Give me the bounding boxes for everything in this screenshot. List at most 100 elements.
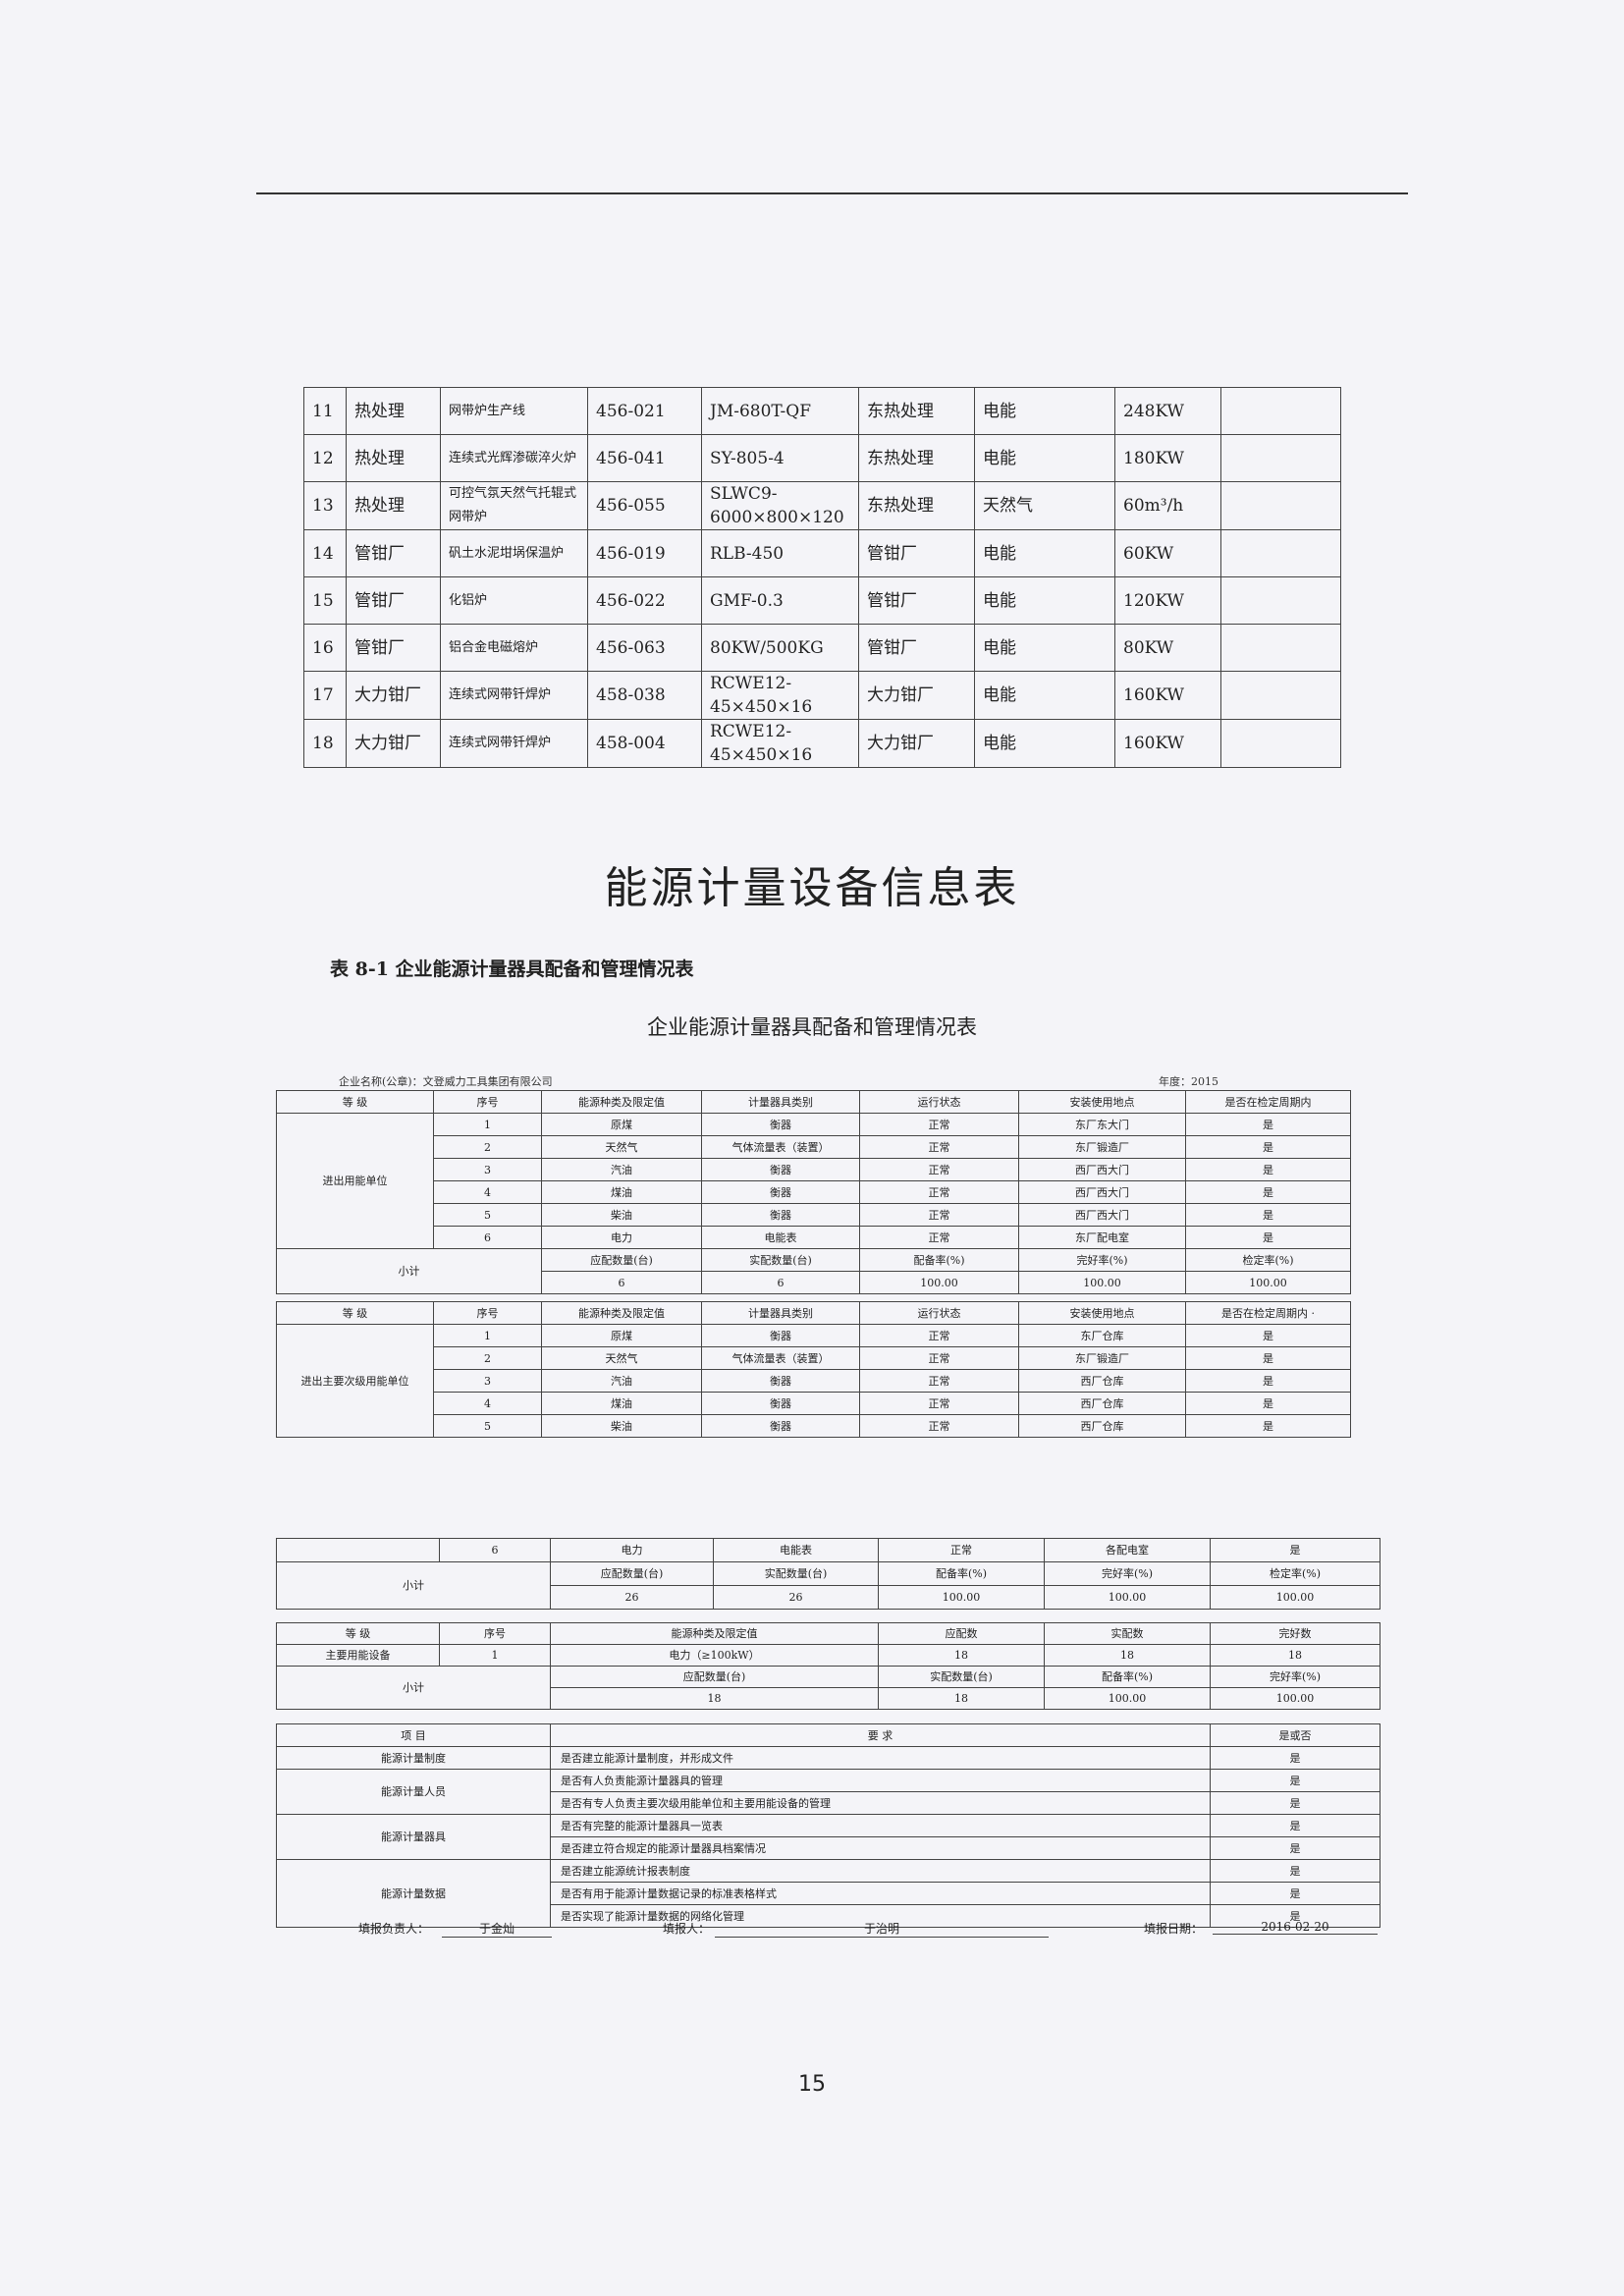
- table-cell: 东厂东大门: [1018, 1113, 1186, 1136]
- table-cell: 电力（≥100kW）: [550, 1644, 879, 1667]
- table-cell: 26: [550, 1585, 714, 1610]
- table-cell: 100.00: [1210, 1585, 1380, 1610]
- table-cell: 西厂西大门: [1018, 1203, 1186, 1227]
- table-cell: 电能表: [701, 1226, 860, 1249]
- table-cell: 是: [1210, 1859, 1380, 1883]
- table-cell: 是否有用于能源计量数据记录的标准表格样式: [550, 1882, 1211, 1905]
- table-row: 18 18 100.00 100.00: [277, 1687, 1380, 1710]
- table-cell: [1220, 529, 1341, 577]
- table-cell: 是否建立符合规定的能源计量器具档案情况: [550, 1836, 1211, 1860]
- table-cell: 是: [1185, 1369, 1351, 1393]
- metering-table-subtotal: 6 电力 电能表 正常 各配电室是小计 应配数量(台) 实配数量(台) 配备率(%) 完好率(%…: [276, 1538, 1380, 1610]
- table-cell: 13: [303, 481, 347, 530]
- table-cell: 气体流量表（装置）: [701, 1346, 860, 1370]
- table-cell: 检定率(%): [1210, 1561, 1380, 1586]
- table-cell: 衡器: [701, 1392, 860, 1415]
- table-cell: 电能: [974, 671, 1115, 720]
- table-row: 能源计量数据 是否建立能源统计报表制度是: [276, 1859, 1380, 1928]
- table-cell: 是: [1210, 1904, 1380, 1928]
- table-row: 小计 应配数量(台) 实配数量(台) 配备率(%) 完好率(%) 检定率(%): [276, 1561, 1380, 1610]
- table-cell: 能源种类及限定值: [541, 1301, 702, 1325]
- table-cell: 衡器: [701, 1113, 860, 1136]
- table-cell: 1: [439, 1644, 551, 1667]
- table-cell: 东热处理: [858, 434, 975, 482]
- table-cell: 进出用能单位: [276, 1113, 434, 1249]
- table-cell: 大力钳厂: [346, 719, 441, 768]
- table-cell: 衡器: [701, 1203, 860, 1227]
- table-cell: 西厂西大门: [1018, 1158, 1186, 1181]
- table-cell: 东厂锻造厂: [1018, 1346, 1186, 1370]
- table-cell: RCWE12-45×450×16: [701, 719, 859, 768]
- table-cell: RLB-450: [701, 529, 859, 577]
- table-cell: 6: [541, 1271, 702, 1294]
- table-row: 3 汽油 衡器 正常 西厂西大门是: [277, 1158, 1351, 1181]
- table-cell: 是: [1185, 1158, 1351, 1181]
- table-cell: 小计: [276, 1561, 551, 1610]
- table-cell: 连续式网带钎焊炉: [440, 671, 588, 720]
- table-cell: 大力钳厂: [858, 719, 975, 768]
- table-cell: 456-022: [587, 576, 702, 625]
- table-cell: 天然气: [541, 1346, 702, 1370]
- table-cell: 计量器具类别: [701, 1090, 860, 1114]
- table-cell: 电能: [974, 387, 1115, 435]
- table-cell: 连续式网带钎焊炉: [440, 719, 588, 768]
- table-row: 3 汽油 衡器 正常 西厂仓库是: [277, 1369, 1351, 1393]
- table-row: 13 热处理 可控气氛天然气托辊式网带炉 456-055 SLWC9-6000×800×…: [303, 481, 1341, 530]
- table-cell: 东厂配电室: [1018, 1226, 1186, 1249]
- table-cell: 西厂仓库: [1018, 1392, 1186, 1415]
- table-row: 15 管钳厂 化铝炉 456-022 GMF-0.3 管钳厂 电能 120KW: [303, 576, 1341, 625]
- table-row: 14 管钳厂 矾土水泥坩埚保温炉 456-019 RLB-450 管钳厂 电能 60KW: [303, 529, 1341, 577]
- table-cell: 管钳厂: [858, 529, 975, 577]
- responsible-label: 填报负责人：: [358, 1922, 430, 1936]
- table-cell: [1220, 481, 1341, 530]
- table-cell: 456-055: [587, 481, 702, 530]
- table-cell: 衡器: [701, 1369, 860, 1393]
- table-cell: [1220, 434, 1341, 482]
- table-cell: 电能: [974, 624, 1115, 672]
- table-cell: 是: [1185, 1180, 1351, 1204]
- table-cell: 4: [433, 1392, 542, 1415]
- table-cell: 原煤: [541, 1324, 702, 1347]
- table-cell: 是: [1185, 1226, 1351, 1249]
- table-cell: 是: [1210, 1791, 1380, 1815]
- table-cell: 是: [1210, 1882, 1380, 1905]
- table-row: 等 级序号 能源种类及限定值 计量器具类别 运行状态 安装使用地点 是否在检定周期内: [276, 1090, 1351, 1114]
- table-cell: 等 级: [276, 1622, 440, 1645]
- table-cell: 铝合金电磁熔炉: [440, 624, 588, 672]
- table-cell: 等 级: [276, 1090, 434, 1114]
- table-cell: 大力钳厂: [346, 671, 441, 720]
- table-cell: 等 级: [276, 1301, 434, 1325]
- table-cell: 正常: [878, 1538, 1045, 1562]
- table-cell: 正常: [859, 1346, 1019, 1370]
- table-cell: 热处理: [346, 481, 441, 530]
- table-cell: 是: [1185, 1135, 1351, 1159]
- table-cell: 60m³/h: [1114, 481, 1221, 530]
- table-cell: 是: [1185, 1346, 1351, 1370]
- table-cell: 各配电室: [1044, 1538, 1211, 1562]
- table-cell: 应配数量(台): [550, 1561, 714, 1586]
- table-cell: 18: [878, 1644, 1045, 1667]
- table-cell: 17: [303, 671, 347, 720]
- table-cell: 100.00: [1185, 1271, 1351, 1294]
- table-row: 5 柴油 衡器 正常 西厂西大门是: [277, 1203, 1351, 1227]
- table-cell: 序号: [433, 1090, 542, 1114]
- table-cell: 3: [433, 1369, 542, 1393]
- table-cell: 电能: [974, 719, 1115, 768]
- table-row: 11 热处理 网带炉生产线 456-021 JM-680T-QF 东热处理 电能 248KW: [303, 387, 1341, 435]
- table-cell: 电能: [974, 576, 1115, 625]
- table-cell: 6: [433, 1226, 542, 1249]
- table-cell: 15: [303, 576, 347, 625]
- table-cell: 管钳厂: [346, 624, 441, 672]
- table-cell: 100.00: [1044, 1687, 1211, 1710]
- page-number: 15: [798, 2072, 826, 2097]
- table-cell: 80KW: [1114, 624, 1221, 672]
- table-row: 主要用能设备 1 电力（≥100kW） 18 18 18: [276, 1644, 1380, 1667]
- table-cell: 是否有人负责能源计量器具的管理: [550, 1769, 1211, 1792]
- table-row: 4 煤油 衡器 正常 西厂西大门是: [277, 1180, 1351, 1204]
- table-cell: 原煤: [541, 1113, 702, 1136]
- table-cell: 可控气氛天然气托辊式网带炉: [440, 481, 588, 530]
- metering-table-secondary-units: 等 级序号 能源种类及限定值 计量器具类别 运行状态 安装使用地点 是否在检定周期内 · 进…: [276, 1301, 1351, 1438]
- table-cell: 西厂仓库: [1018, 1414, 1186, 1438]
- table-cell: 18: [550, 1687, 879, 1710]
- table-cell: 序号: [433, 1301, 542, 1325]
